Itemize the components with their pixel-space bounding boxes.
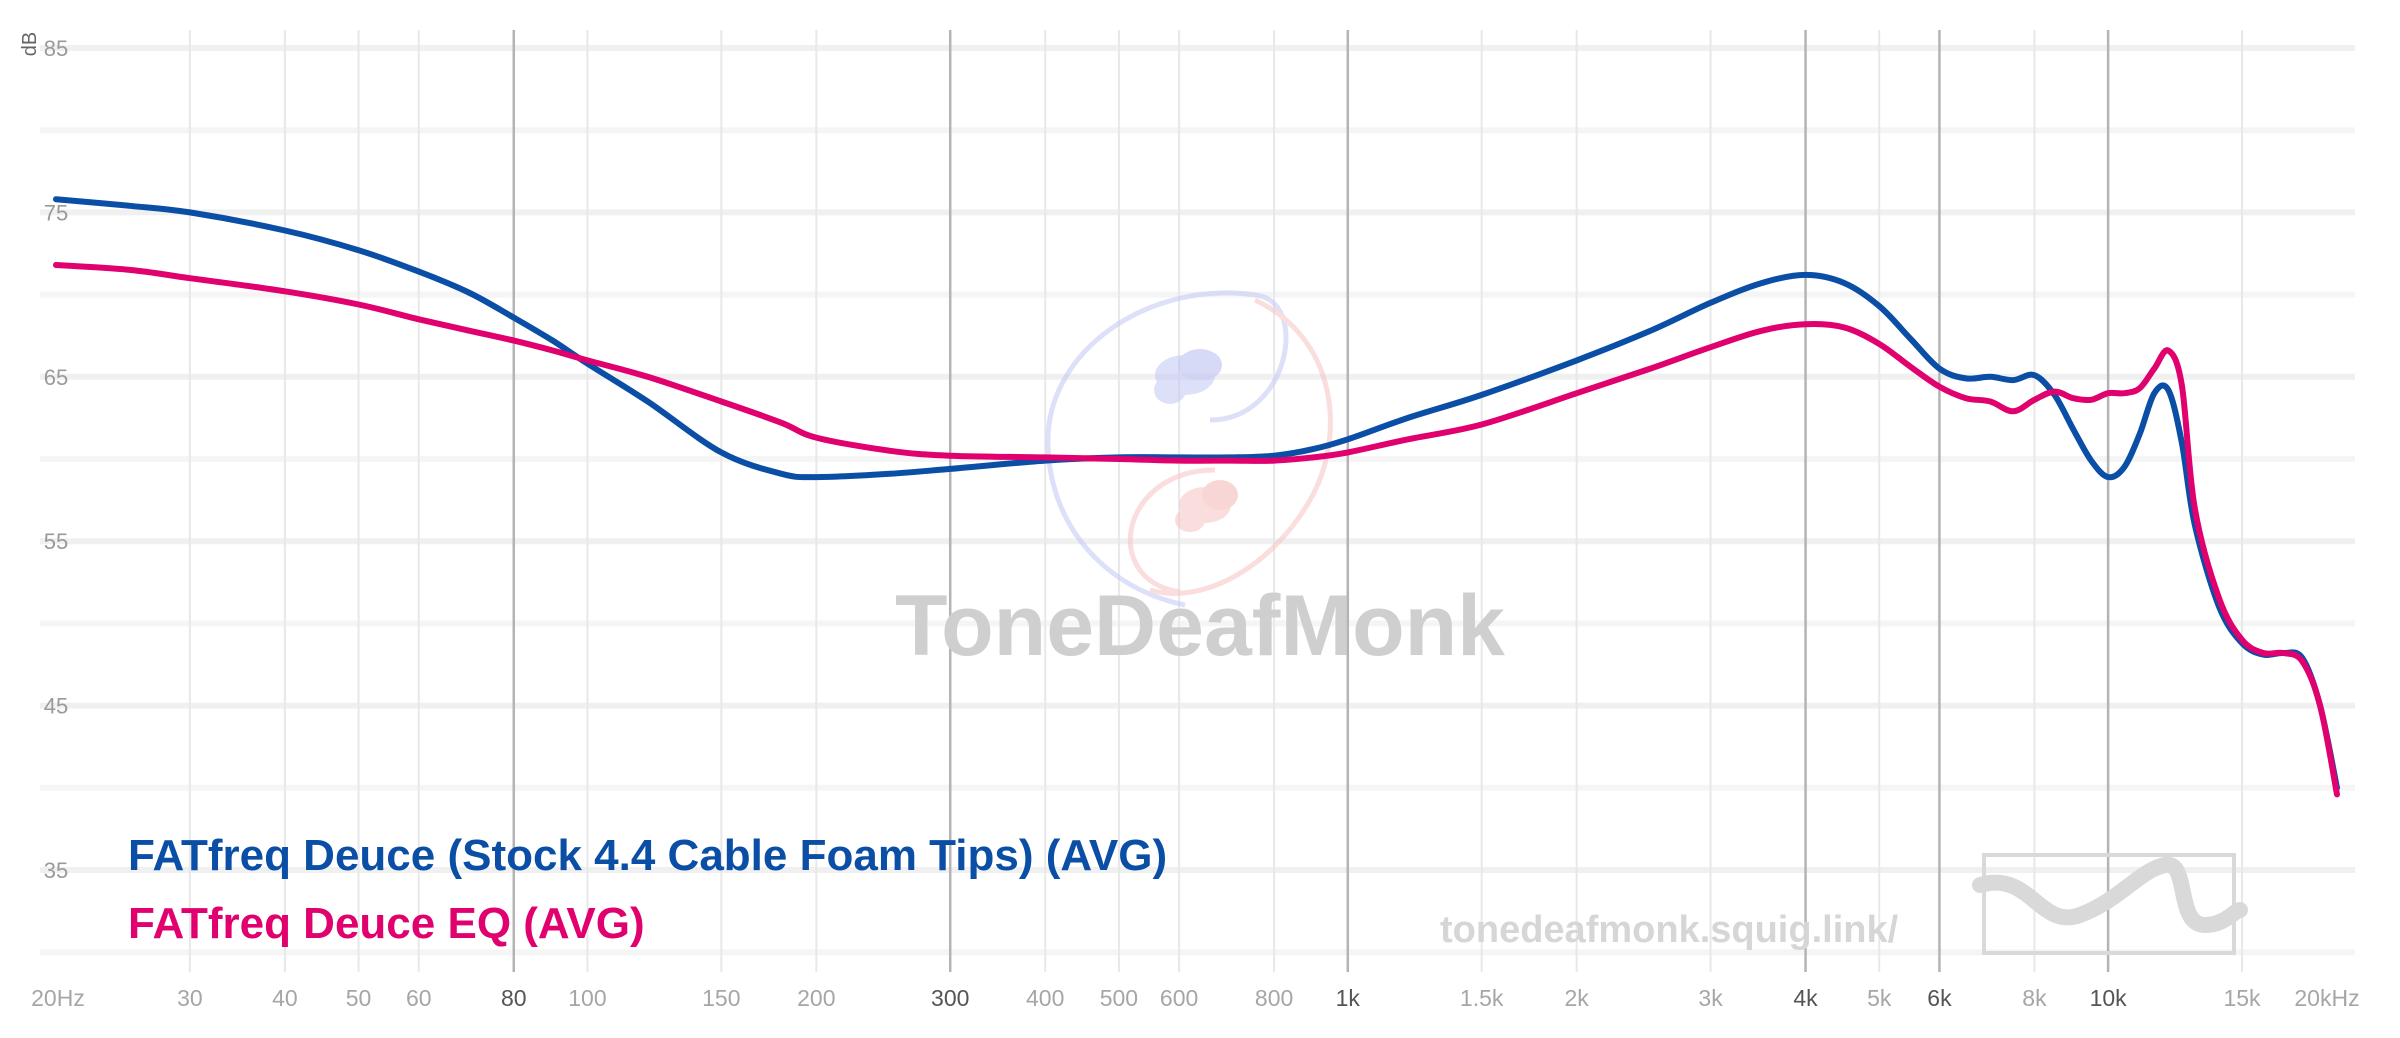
series-line-1[interactable] (53, 196, 2340, 791)
x-tick-label: 80 (501, 985, 527, 1011)
legend: FATfreq Deuce (Stock 4.4 Cable Foam Tips… (128, 831, 1167, 948)
y-tick-label: 85 (44, 36, 68, 61)
x-tick-label: 500 (1100, 985, 1138, 1011)
x-tick-label: 30 (177, 985, 203, 1011)
y-tick-label: 65 (44, 365, 68, 390)
axes: 85 75 65 55 45 35 dB 20Hz 30 40 50 60 80 100 150 200 300… (19, 32, 2360, 1011)
legend-entry-2[interactable]: FATfreq Deuce EQ (AVG) (128, 899, 645, 948)
y-tick-label: 55 (44, 529, 68, 554)
y-tick-label: 75 (44, 200, 68, 225)
series-line-2[interactable] (53, 262, 2340, 798)
y-tick-label: 35 (44, 858, 68, 883)
curves (53, 196, 2340, 798)
x-tick-label: 2k (1565, 985, 1590, 1011)
y-tick-label: 45 (44, 694, 68, 719)
watermark: ToneDeafMonk tonedeafmonk.squig.link/ (895, 290, 2248, 955)
x-tick-label: 1.5k (1460, 985, 1504, 1011)
x-tick-label: 800 (1255, 985, 1293, 1011)
x-tick-label: 5k (1867, 985, 1892, 1011)
legend-entry-1[interactable]: FATfreq Deuce (Stock 4.4 Cable Foam Tips… (128, 831, 1167, 880)
x-tick-label: 600 (1160, 985, 1198, 1011)
y-axis-label: dB (19, 32, 41, 56)
monk-logo (1045, 290, 1333, 608)
x-tick-label: 10k (2090, 985, 2128, 1011)
x-tick-label: 40 (272, 985, 298, 1011)
x-tick-label: 300 (931, 985, 969, 1011)
x-tick-label: 60 (406, 985, 432, 1011)
watermark-brand: ToneDeafMonk (895, 578, 1505, 674)
x-tick-label: 1k (1336, 985, 1361, 1011)
x-tick-label: 4k (1793, 985, 1818, 1011)
x-tick-label: 100 (568, 985, 606, 1011)
x-tick-label: 15k (2223, 985, 2261, 1011)
x-tick-label: 150 (702, 985, 740, 1011)
x-tick-label: 400 (1026, 985, 1064, 1011)
watermark-url: tonedeafmonk.squig.link/ (1440, 909, 1899, 951)
x-tick-label: 50 (346, 985, 372, 1011)
x-tick-label: 3k (1698, 985, 1723, 1011)
x-tick-label: 20Hz (31, 985, 85, 1011)
grid (40, 30, 2355, 972)
x-tick-label: 20kHz (2294, 985, 2359, 1011)
x-tick-label: 6k (1927, 985, 1952, 1011)
x-tick-label: 200 (797, 985, 835, 1011)
squig-logo (1972, 853, 2248, 955)
x-tick-label: 8k (2022, 985, 2047, 1011)
